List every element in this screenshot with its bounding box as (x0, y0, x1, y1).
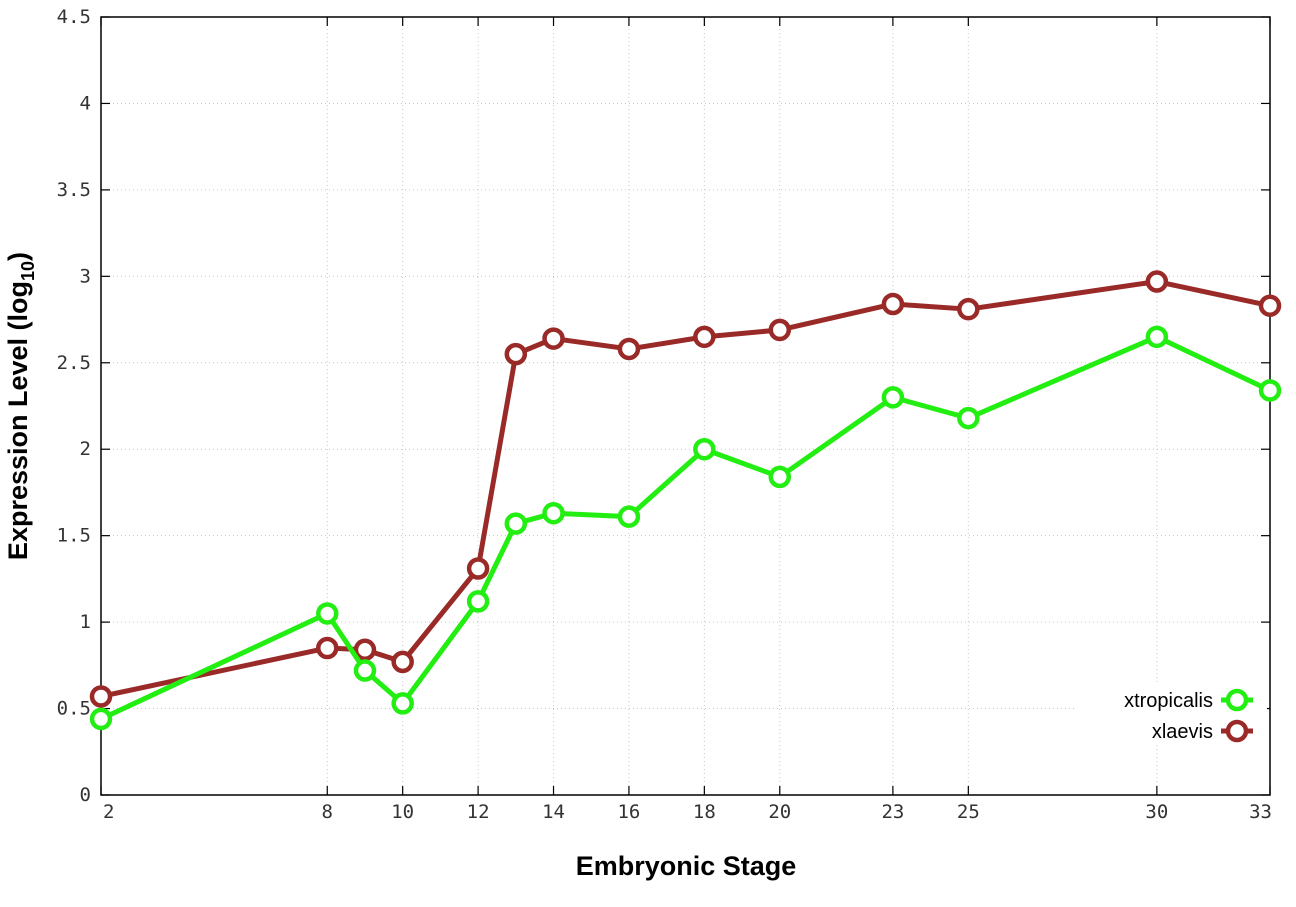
series-xtropicalis (89, 325, 1282, 731)
data-point (391, 692, 414, 715)
x-tick-label: 25 (957, 801, 980, 823)
data-point (881, 292, 905, 316)
data-point (957, 297, 980, 321)
y-axis-title-main: Expression Level (log (3, 281, 33, 560)
data-point (353, 638, 377, 662)
x-axis-title: Embryonic Stage (576, 851, 797, 881)
data-point (89, 707, 113, 731)
x-tick-label: 10 (391, 801, 414, 823)
data-point (693, 437, 716, 461)
data-point (617, 505, 641, 528)
x-tick-label: 33 (1249, 801, 1272, 823)
y-tick-label: 2.5 (57, 352, 91, 374)
data-point (768, 465, 792, 489)
plot-frame (100, 16, 1271, 796)
series-layer (89, 270, 1282, 731)
data-point (353, 659, 377, 682)
data-point (693, 325, 716, 349)
data-point (391, 650, 414, 674)
y-tick-label: 1.5 (57, 525, 91, 547)
legend-swatch-marker (1225, 719, 1249, 743)
data-point (957, 406, 980, 430)
data-point (1258, 294, 1282, 317)
y-axis-title-subscript: 10 (18, 261, 38, 281)
data-point (1258, 379, 1282, 402)
y-tick-label: 0 (80, 784, 91, 806)
y-tick-label: 4.5 (57, 6, 91, 28)
data-point (89, 685, 113, 708)
y-axis-title-close: ) (3, 252, 33, 261)
y-tick-label: 3 (80, 265, 91, 287)
series-xlaevis (89, 270, 1282, 708)
grid (101, 17, 1270, 795)
y-tick-label: 1 (80, 611, 91, 633)
y-tick-label: 0.5 (57, 698, 91, 720)
data-point (542, 327, 565, 350)
ticks: 0 0.5 1 1.5 2 2.5 3 3.5 4 4.5 2 8 10 12 14 16 18 20 23 25 30… (57, 6, 1272, 823)
series-line (99, 334, 1272, 722)
legend-item-xtropicalis: xtropicalis (1124, 688, 1253, 712)
legend: xtropicalis xlaevis (1075, 682, 1267, 744)
y-tick-label: 4 (80, 92, 91, 114)
data-point (316, 636, 339, 660)
series-line (100, 279, 1271, 699)
x-tick-label: 2 (103, 801, 114, 823)
data-point (768, 318, 792, 342)
data-point (881, 386, 905, 409)
data-point (316, 602, 339, 625)
x-tick-label: 16 (617, 801, 640, 823)
x-tick-label: 14 (542, 801, 565, 823)
y-axis-title: Expression Level (log10) (3, 252, 38, 560)
legend-swatch-marker (1225, 688, 1249, 712)
y-tick-label: 3.5 (57, 179, 91, 201)
x-tick-label: 20 (768, 801, 791, 823)
legend-item-xlaevis: xlaevis (1152, 719, 1253, 743)
data-point (617, 337, 641, 361)
legend-label: xlaevis (1152, 721, 1213, 743)
y-tick-label: 2 (80, 438, 91, 460)
x-tick-label: 18 (693, 801, 716, 823)
x-tick-label: 8 (322, 801, 333, 823)
x-tick-label: 23 (881, 801, 904, 823)
data-point (504, 342, 528, 366)
data-point (542, 501, 565, 525)
data-point (1145, 325, 1169, 349)
legend-label: xtropicalis (1124, 690, 1213, 712)
x-tick-label: 12 (467, 801, 490, 823)
data-point (466, 557, 490, 580)
data-point (1145, 270, 1169, 293)
x-tick-label: 30 (1145, 801, 1168, 823)
data-point (504, 512, 528, 535)
data-point (466, 590, 490, 613)
